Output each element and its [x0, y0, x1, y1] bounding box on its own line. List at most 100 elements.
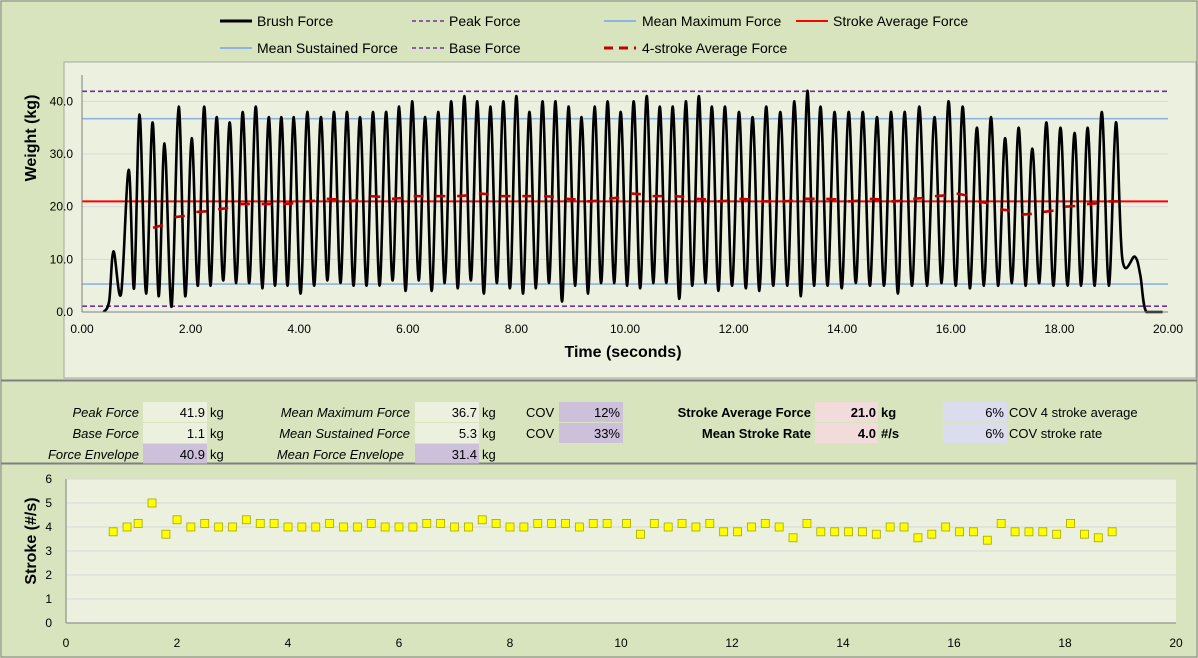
stroke-rate-point — [147, 498, 157, 508]
four-stroke-dash — [1065, 204, 1076, 208]
base-force-unit: kg — [210, 426, 224, 441]
force-envelope-cell — [143, 444, 207, 464]
stroke-rate-series — [108, 498, 1117, 545]
base-force-cell — [143, 423, 207, 443]
stroke-y-tick-label: 2 — [45, 568, 52, 582]
four-stroke-dash — [782, 199, 793, 203]
four-stroke-dash — [956, 192, 967, 197]
stroke-x-tick-label: 10 — [614, 636, 628, 650]
stroke-y-tick-label: 6 — [45, 472, 52, 486]
stroke-rate-point — [1080, 529, 1089, 539]
stroke-rate-point — [955, 527, 964, 537]
force-x-tick-label: 0.00 — [70, 322, 94, 336]
cov1-cell — [559, 402, 623, 422]
stroke-rate-point — [422, 519, 432, 528]
stroke-rate-point — [733, 527, 742, 537]
four-stroke-dash — [348, 198, 359, 203]
cov-rate-value: 6% — [985, 426, 1004, 441]
four-stroke-dash — [326, 197, 337, 201]
cov2-value: 33% — [594, 426, 620, 441]
stroke-y-tick-label: 5 — [45, 496, 52, 510]
stroke-rate-point — [228, 522, 237, 532]
stroke-rate-point — [547, 519, 557, 528]
stroke-rate-point — [602, 519, 612, 528]
force-x-tick-label: 8.00 — [505, 322, 529, 336]
cov-4stroke-label: COV 4 stroke average — [1009, 405, 1138, 420]
stroke-rate-point — [352, 522, 362, 532]
stroke-avg-unit: kg — [881, 405, 896, 420]
four-stroke-dash — [999, 208, 1011, 212]
stroke-rate-point — [816, 527, 826, 537]
legend-label-stroke-average-force: Stroke Average Force — [833, 13, 968, 29]
legend-label-4-stroke-average-force: 4-stroke Average Force — [642, 40, 787, 56]
stroke-rate-point — [255, 519, 265, 528]
force-y-tick-labels: 0.0 10.0 20.0 30.0 40.0 — [50, 94, 74, 319]
mean-sustained-unit: kg — [482, 426, 496, 441]
stroke-rate-point — [858, 527, 867, 537]
stroke-rate-point — [186, 522, 196, 532]
stroke-rate-point — [269, 519, 279, 528]
stroke-rate-point — [885, 522, 895, 532]
force-x-tick-label: 18.00 — [1044, 322, 1074, 336]
stroke-rate-point — [241, 515, 251, 525]
cov2-label: COV — [526, 426, 555, 441]
four-stroke-dash — [739, 197, 750, 201]
four-stroke-dash — [891, 199, 902, 203]
force-y-tick-label: 20.0 — [50, 200, 74, 214]
stroke-rate-point — [691, 522, 701, 532]
four-stroke-dash — [847, 199, 859, 203]
stroke-rate-point — [561, 519, 570, 528]
mean-max-value: 36.7 — [452, 405, 477, 420]
stroke-rate-point — [214, 522, 224, 532]
force-x-axis-title: Time (seconds) — [564, 344, 681, 361]
four-stroke-dash — [826, 197, 837, 201]
cov-rate-label: COV stroke rate — [1009, 426, 1102, 441]
stroke-rate-point — [636, 529, 645, 539]
stroke-rate-point — [1066, 519, 1075, 528]
force-chart-panel: Brush Force Peak Force Mean Maximum Forc… — [0, 0, 1198, 381]
stroke-rate-value: 4.0 — [858, 426, 876, 441]
stroke-rate-point — [747, 522, 756, 532]
peak-force-cell — [143, 402, 207, 422]
force-x-tick-label: 14.00 — [827, 322, 857, 336]
cov1-label: COV — [526, 405, 555, 420]
stroke-rate-point — [172, 515, 182, 525]
stroke-rate-unit: #/s — [881, 426, 899, 441]
force-envelope-unit: kg — [210, 447, 224, 462]
mean-max-label: Mean Maximum Force — [281, 405, 410, 420]
force-x-tick-label: 20.00 — [1153, 322, 1183, 336]
force-chart-legend: Brush Force Peak Force Mean Maximum Forc… — [220, 13, 968, 56]
four-stroke-dash — [174, 214, 185, 219]
stroke-rate-point — [802, 519, 812, 528]
stroke-rate-point — [108, 527, 118, 537]
force-y-tick-label: 30.0 — [50, 147, 74, 161]
mean-envelope-label: Mean Force Envelope — [277, 447, 404, 462]
stroke-x-tick-label: 18 — [1058, 636, 1072, 650]
stroke-rate-point — [491, 519, 501, 528]
stroke-rate-point — [450, 522, 459, 532]
stroke-rate-point — [899, 522, 909, 532]
stroke-avg-cell — [815, 402, 878, 422]
mean-envelope-unit: kg — [482, 447, 496, 462]
force-envelope-value: 40.9 — [180, 447, 205, 462]
four-stroke-dash — [565, 197, 576, 201]
stroke-rate-point — [1024, 527, 1034, 537]
four-stroke-dash — [587, 199, 598, 203]
mean-max-unit: kg — [482, 405, 496, 420]
force-x-tick-label: 16.00 — [936, 322, 966, 336]
four-stroke-dash — [391, 196, 403, 201]
stroke-y-tick-label: 4 — [45, 520, 52, 534]
four-stroke-dash — [717, 199, 728, 203]
stroke-y-axis-title: Stroke (#/s) — [23, 497, 40, 584]
four-stroke-dash — [674, 194, 685, 199]
force-x-tick-label: 6.00 — [396, 322, 420, 336]
stroke-rate-point — [1038, 527, 1048, 537]
force-y-tick-label: 40.0 — [50, 94, 74, 108]
stroke-rate-point — [394, 522, 404, 532]
four-stroke-dash — [978, 200, 989, 205]
mean-max-cell — [415, 402, 479, 422]
stroke-rate-point — [941, 522, 951, 532]
stroke-rate-point — [477, 515, 487, 525]
stroke-rate-point — [927, 529, 937, 539]
